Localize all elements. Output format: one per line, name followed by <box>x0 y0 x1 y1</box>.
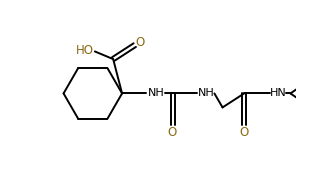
Text: HO: HO <box>76 44 94 57</box>
Text: O: O <box>239 126 248 139</box>
Text: HN: HN <box>270 88 287 98</box>
Text: O: O <box>168 126 177 139</box>
Text: NH: NH <box>148 88 164 98</box>
Text: O: O <box>136 36 145 49</box>
Text: NH: NH <box>198 88 214 98</box>
